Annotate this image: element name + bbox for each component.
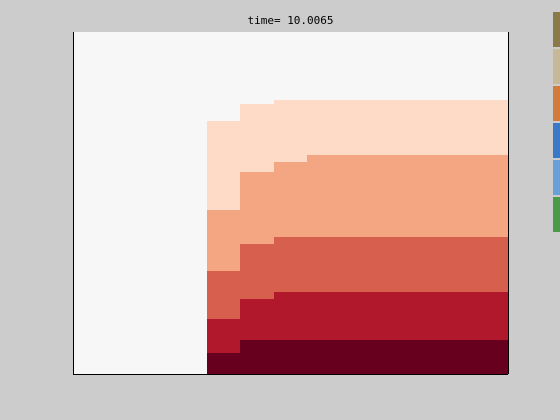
heatmap-cell (207, 353, 240, 374)
chart-title: time= 10.0065 (247, 14, 334, 27)
heatmap-cell (274, 162, 307, 237)
heatmap-cell (240, 299, 274, 340)
thumbnail-icon (553, 49, 560, 84)
heatmap-cell (240, 172, 274, 244)
thumbnail-icon (553, 12, 560, 47)
heatmap-cell (240, 244, 274, 299)
thumbnail-icon (553, 123, 560, 158)
heatmap-cell (307, 340, 508, 374)
thumbnail-icon (553, 160, 560, 195)
heatmap-cell (274, 100, 307, 162)
heatmap-cell (207, 210, 240, 271)
heatmap-cell (240, 340, 274, 374)
heatmap-cell (240, 104, 274, 172)
heatmap-cell (274, 292, 307, 340)
heatmap-cell (207, 121, 240, 210)
heatmap-cell (307, 237, 508, 292)
thumbnail-icon (553, 86, 560, 121)
heatmap-cell (274, 237, 307, 292)
heatmap-cell (307, 292, 508, 340)
heatmap-cell (274, 340, 307, 374)
heatmap-cell (207, 271, 240, 319)
heatmap-cell (307, 155, 508, 237)
heatmap-cell (307, 100, 508, 155)
desktop-thumbnail-strip (553, 12, 560, 234)
heatmap-cell (207, 319, 240, 353)
thumbnail-icon (553, 197, 560, 232)
